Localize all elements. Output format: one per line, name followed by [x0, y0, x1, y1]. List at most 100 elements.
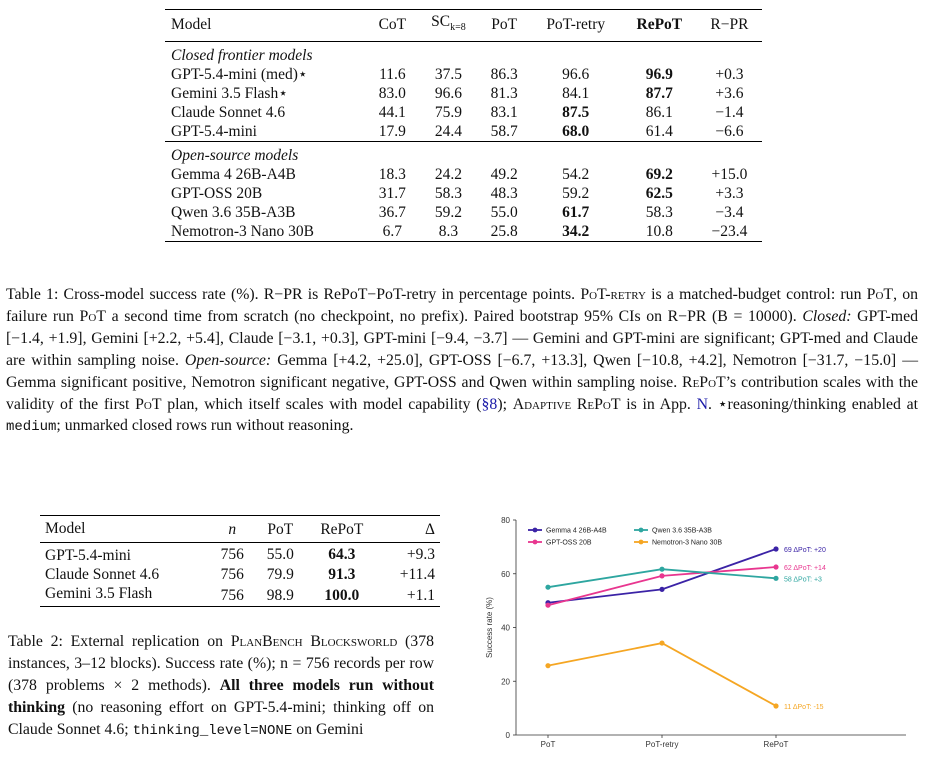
cell-pot-retry: 84.1	[562, 85, 590, 103]
cell-model: Gemma 4 26B-A4B	[171, 166, 296, 184]
caption-text: on Gemini	[292, 720, 364, 738]
cell-pot: 58.7	[490, 123, 518, 141]
table-row: Claude Sonnet 4.6 756 79.9 91.3 +11.4	[40, 565, 440, 584]
data-point	[545, 663, 551, 669]
caption-text: , on failure run	[6, 286, 919, 325]
cell-r-pr: −23.4	[711, 223, 748, 241]
cell-model: GPT-5.4-mini (med)⋆	[171, 66, 308, 84]
cell-model: GPT-5.4-mini	[171, 123, 257, 141]
data-point	[545, 584, 551, 590]
legend-marker	[638, 539, 644, 545]
cell-repot: 64.3	[328, 545, 356, 563]
cell-cot: 31.7	[378, 185, 406, 203]
chart-legend: Gemma 4 26B-A4B GPT-OSS 20B Qwen 3.6 35B-A…	[528, 528, 722, 547]
cell-sc: 37.5	[434, 66, 462, 84]
y-tick-label: 40	[501, 624, 510, 633]
caption-code: medium	[6, 419, 57, 436]
cell-repot: 62.5	[645, 185, 673, 203]
caption-text: Open-source:	[184, 351, 272, 369]
data-point	[545, 602, 551, 608]
cell-repot: 10.8	[645, 223, 673, 241]
caption-code: thinking_level=NONE	[132, 722, 293, 739]
group-title: Closed frontier models	[171, 47, 313, 65]
cell-pot-retry: 59.2	[562, 185, 590, 203]
cell-cot: 18.3	[378, 166, 406, 184]
success-rate-line-chart: 0 20 40 60 80 PoT PoT-retry RePoT Success rate (…	[485, 516, 906, 749]
cell-sc: 96.6	[434, 85, 462, 103]
data-point	[773, 575, 779, 581]
caption-text: PoT-retry	[580, 286, 646, 303]
cell-delta: +1.1	[406, 586, 435, 604]
caption-text: . ⋆reasoning/thinking enabled at	[707, 395, 918, 413]
caption-text: GPT-med [−1.4, +1.9], Gemini [+2.2, +5.4…	[6, 307, 918, 369]
cell-pot: 49.2	[490, 166, 518, 184]
table-row: Gemini 3.5 Flash 756 98.9 100.0 +1.1	[40, 584, 440, 607]
table-row: Claude Sonnet 4.6 44.1 75.9 83.1 87.5 86.1 −1.…	[165, 103, 762, 122]
y-tick-label: 60	[501, 570, 510, 579]
cell-model: Claude Sonnet 4.6	[45, 566, 160, 583]
y-tick-label: 20	[501, 677, 510, 686]
col-header-sc: SCk=8	[418, 10, 479, 42]
end-label: 11 ΔPoT: -15	[784, 704, 824, 711]
appendix-ref-link[interactable]: N	[696, 395, 708, 413]
table-1-header-row: Model CoT SCk=8 PoT PoT-retry RePoT R−PR	[165, 9, 762, 42]
table-2-caption: Table 2: External replication on PlanBen…	[8, 631, 434, 743]
caption-text: Cross-model success rate (%). R−PR is Re…	[58, 286, 581, 303]
caption-text: PoT	[866, 286, 894, 303]
caption-text: PoT	[79, 307, 106, 325]
cell-pot-retry: 34.2	[562, 223, 590, 241]
chart-axes: 0 20 40 60 80 PoT PoT-retry RePoT Success rate (…	[485, 516, 906, 749]
table-row: GPT-5.4-mini 17.9 24.4 58.7 68.0 61.4 −6.6	[165, 122, 762, 142]
col-header-pot-retry: PoT-retry	[546, 16, 606, 34]
caption-text: is a matched-budget control: run	[645, 286, 867, 303]
col-header-repot: RePoT	[636, 16, 683, 34]
section-ref-link[interactable]: §8	[481, 395, 498, 413]
caption-text: External replication on	[62, 633, 231, 650]
data-point	[659, 573, 665, 579]
cell-delta: +9.3	[406, 545, 435, 563]
col-header-r-pr: R−PR	[710, 16, 749, 34]
cell-model: Nemotron-3 Nano 30B	[171, 223, 314, 241]
data-point	[659, 586, 665, 592]
col-header-cot: CoT	[378, 16, 407, 34]
y-tick-label: 80	[501, 516, 510, 525]
cell-cot: 6.7	[382, 223, 403, 241]
cell-cot: 83.0	[378, 85, 406, 103]
caption-text: ; unmarked closed rows run without reaso…	[56, 417, 354, 435]
cell-pot-retry: 61.7	[562, 204, 590, 222]
col-header-model: Model	[45, 520, 86, 537]
cell-pot: 25.8	[490, 223, 518, 241]
cell-pot: 86.3	[490, 66, 518, 84]
cell-delta: +11.4	[399, 566, 435, 583]
caption-text: PlanBench Blocksworld	[230, 633, 398, 650]
cell-r-pr: −6.6	[715, 123, 744, 141]
caption-text: is in App.	[620, 395, 697, 413]
caption-text: plan, which itself scales with model cap…	[161, 395, 482, 413]
caption-text: RePoT	[682, 373, 726, 391]
caption-text: PoT	[135, 395, 162, 413]
legend-label: GPT-OSS 20B	[546, 540, 592, 547]
cell-repot: 58.3	[645, 204, 673, 222]
table-row: GPT-5.4-mini 756 55.0 64.3 +9.3	[40, 542, 440, 566]
data-point	[773, 546, 779, 552]
col-header-model: Model	[171, 16, 212, 34]
caption-label: Table 1:	[6, 286, 59, 303]
caption-text: (378 instances, 3–12 blocks). Success ra…	[8, 633, 435, 694]
data-point	[659, 566, 665, 572]
cell-repot: 86.1	[645, 104, 673, 122]
chart-series: 69 ΔPoT: +20 62 ΔPoT: +14 58 ΔPoT: +3 11 ΔP…	[545, 546, 826, 711]
caption-text: );	[497, 395, 513, 413]
series-line	[547, 642, 777, 707]
legend-marker	[638, 527, 644, 533]
cell-cot: 36.7	[378, 204, 406, 222]
cell-pot: 55.0	[266, 545, 294, 563]
cell-pot-retry: 68.0	[562, 123, 590, 141]
cell-repot: 100.0	[324, 586, 360, 604]
cell-pot: 81.3	[490, 85, 518, 103]
cell-r-pr: +3.6	[715, 85, 744, 103]
cell-model: Claude Sonnet 4.6	[171, 104, 286, 122]
end-label: 69 ΔPoT: +20	[784, 547, 826, 554]
cell-repot: 69.2	[645, 166, 673, 184]
legend-label: Gemma 4 26B-A4B	[546, 528, 607, 535]
caption-label: Table 2:	[8, 633, 63, 650]
